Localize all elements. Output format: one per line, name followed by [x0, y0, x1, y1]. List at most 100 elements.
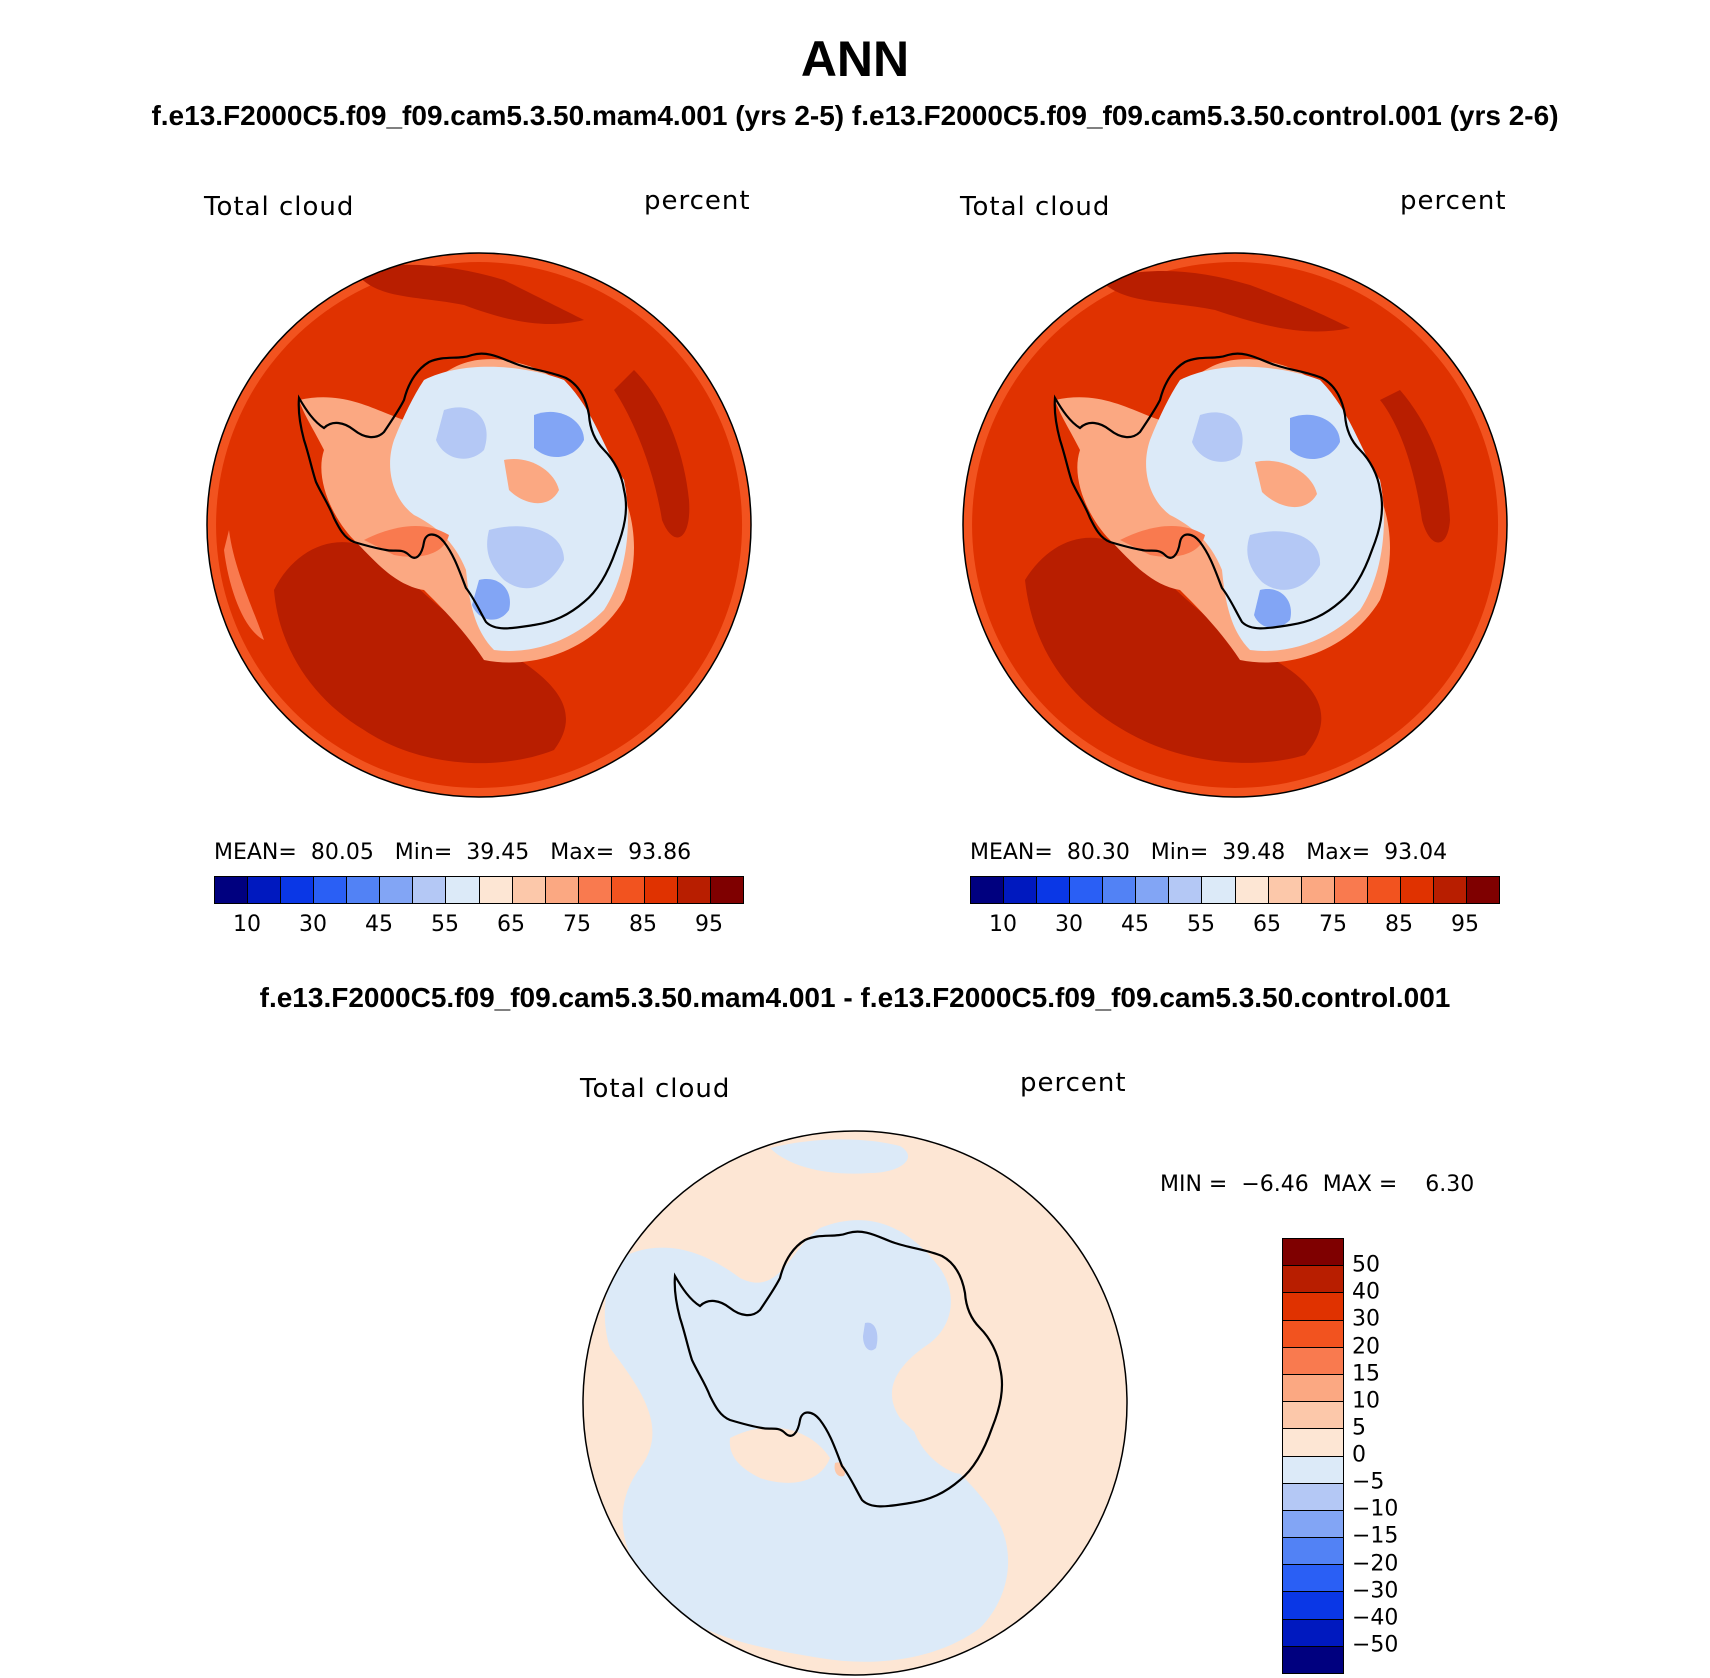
colorbar-cell: [611, 877, 645, 903]
diff-antarctica-coastline: [673, 1230, 1004, 1508]
panel1-units-label: percent: [644, 186, 751, 216]
colorbar-cell: [1283, 1293, 1343, 1321]
colorbar-tick-label: 30: [1352, 1306, 1380, 1332]
colorbar-tick-label: −5: [1352, 1469, 1385, 1495]
panel2-high-cloud-band-west: [1025, 537, 1322, 763]
panel2-mean-label: MEAN=: [970, 840, 1053, 865]
panel1-high-cloud-band-east: [614, 370, 690, 538]
colorbar-tick-label: 65: [1253, 912, 1281, 937]
panel2-inland-warm-tongue: [1255, 460, 1317, 508]
colorbar-tick-label: 75: [1319, 912, 1347, 937]
colorbar-cell: [1070, 877, 1104, 903]
diff-colorbar-ticks: 50 40 30 20 15 10 5 0 −5 −10 −15 −20 −30 −40 −50: [1352, 1238, 1432, 1672]
colorbar-cell: [1301, 877, 1335, 903]
colorbar-cell: [1433, 877, 1467, 903]
panel1-min-value: 39.45: [466, 840, 530, 865]
panel1-polar-map: [206, 252, 752, 798]
colorbar-cell: [1235, 877, 1269, 903]
colorbar-cell: [1202, 877, 1236, 903]
colorbar-cell: [1283, 1239, 1343, 1267]
diff-min-value: −6.46: [1241, 1172, 1309, 1197]
diff-variable-label: Total cloud: [580, 1074, 731, 1104]
colorbar-tick-label: −15: [1352, 1523, 1399, 1549]
colorbar-cell: [347, 877, 381, 903]
colorbar-cell: [1283, 1619, 1343, 1647]
colorbar-cell: [1103, 877, 1137, 903]
colorbar-tick-label: −50: [1352, 1632, 1399, 1658]
difference-polar-map: [582, 1130, 1128, 1676]
panel2-high-cloud-patch-north: [1100, 270, 1350, 332]
figure-subtitle: f.e13.F2000C5.f09_f09.cam5.3.50.mam4.001…: [151, 100, 1559, 131]
diff-negative-patch-inland: [863, 1322, 878, 1351]
diff-positive-patch-east: [910, 1397, 993, 1474]
colorbar-tick-label: 85: [1385, 912, 1413, 937]
diff-max-value: 6.30: [1425, 1172, 1475, 1197]
colorbar-tick-label: 85: [629, 912, 657, 937]
panel2-stats-line: MEAN= 80.30 Min= 39.48 Max= 93.04: [970, 840, 1447, 865]
colorbar-cell: [710, 877, 743, 903]
panel1-max-value: 93.86: [628, 840, 692, 865]
colorbar-tick-label: −10: [1352, 1496, 1399, 1522]
colorbar-tick-label: 95: [695, 912, 723, 937]
colorbar-cell: [677, 877, 711, 903]
colorbar-cell: [1367, 877, 1401, 903]
colorbar-tick-label: −40: [1352, 1605, 1399, 1631]
diff-max-label: MAX =: [1322, 1172, 1398, 1197]
colorbar-cell: [446, 877, 480, 903]
colorbar-cell: [281, 877, 315, 903]
colorbar-tick-label: 55: [431, 912, 459, 937]
colorbar-cell: [1169, 877, 1203, 903]
colorbar-cell: [1004, 877, 1038, 903]
panel1-min-label: Min=: [394, 840, 453, 865]
colorbar-tick-label: 10: [233, 912, 261, 937]
colorbar-cell: [1283, 1510, 1343, 1539]
colorbar-cell: [1283, 1565, 1343, 1593]
colorbar-tick-label: 45: [365, 912, 393, 937]
colorbar-cell: [1400, 877, 1434, 903]
diff-units-label: percent: [1020, 1068, 1127, 1098]
panel1-variable-label: Total cloud: [204, 192, 355, 222]
colorbar-tick-label: 30: [299, 912, 327, 937]
panel2-mean-value: 80.30: [1066, 840, 1130, 865]
colorbar-cell: [1283, 1374, 1343, 1403]
panel1-colorbar-ticks: 10 30 45 55 65 75 85 95: [214, 912, 742, 942]
colorbar-cell: [314, 877, 348, 903]
figure-title: ANN: [800, 31, 910, 87]
colorbar-cell: [545, 877, 579, 903]
panel1-ice-low-cloud-d: [472, 579, 510, 620]
panel1-inland-warm-tongue: [504, 459, 559, 504]
colorbar-cell: [1334, 877, 1368, 903]
panel2-high-cloud-band-east: [1380, 390, 1450, 543]
colorbar-cell: [1283, 1402, 1343, 1430]
colorbar-cell: [644, 877, 678, 903]
difference-title: f.e13.F2000C5.f09_f09.cam5.3.50.mam4.001…: [259, 982, 1451, 1013]
panel2-colorbar-ticks: 10 30 45 55 65 75 85 95: [970, 912, 1498, 942]
colorbar-cell: [413, 877, 447, 903]
colorbar-cell: [479, 877, 513, 903]
panel1-antarctica-coastline: [297, 352, 628, 630]
panel2-antarctica-coastline: [1053, 352, 1384, 630]
panel2-units-label: percent: [1400, 186, 1507, 216]
diff-minmax-line: MIN = −6.46 MAX = 6.30: [1160, 1172, 1474, 1197]
colorbar-cell: [1283, 1429, 1343, 1457]
colorbar-cell: [1283, 1483, 1343, 1511]
colorbar-cell: [1283, 1320, 1343, 1348]
colorbar-cell: [1283, 1266, 1343, 1294]
diff-min-label: MIN =: [1160, 1172, 1228, 1197]
panel2-ice-low-cloud-a: [1192, 412, 1243, 462]
colorbar-tick-label: 55: [1187, 912, 1215, 937]
colorbar-tick-label: 20: [1352, 1334, 1380, 1359]
panel2-ice-low-cloud-d: [1254, 589, 1291, 628]
colorbar-tick-label: 0: [1352, 1442, 1366, 1468]
colorbar-tick-label: 15: [1352, 1361, 1380, 1387]
panel2-ice-low-cloud-c: [1247, 531, 1321, 590]
panel1-stats-line: MEAN= 80.05 Min= 39.45 Max= 93.86: [214, 840, 691, 865]
panel2-polar-map: [962, 252, 1508, 798]
colorbar-cell: [1037, 877, 1071, 903]
colorbar-cell: [1466, 877, 1499, 903]
colorbar-tick-label: 75: [563, 912, 591, 937]
panel2-max-label: Max=: [1306, 840, 1371, 865]
panel1-ice-low-cloud-b: [534, 411, 584, 458]
panel2-max-value: 93.04: [1384, 840, 1448, 865]
colorbar-tick-label: 5: [1352, 1415, 1366, 1441]
